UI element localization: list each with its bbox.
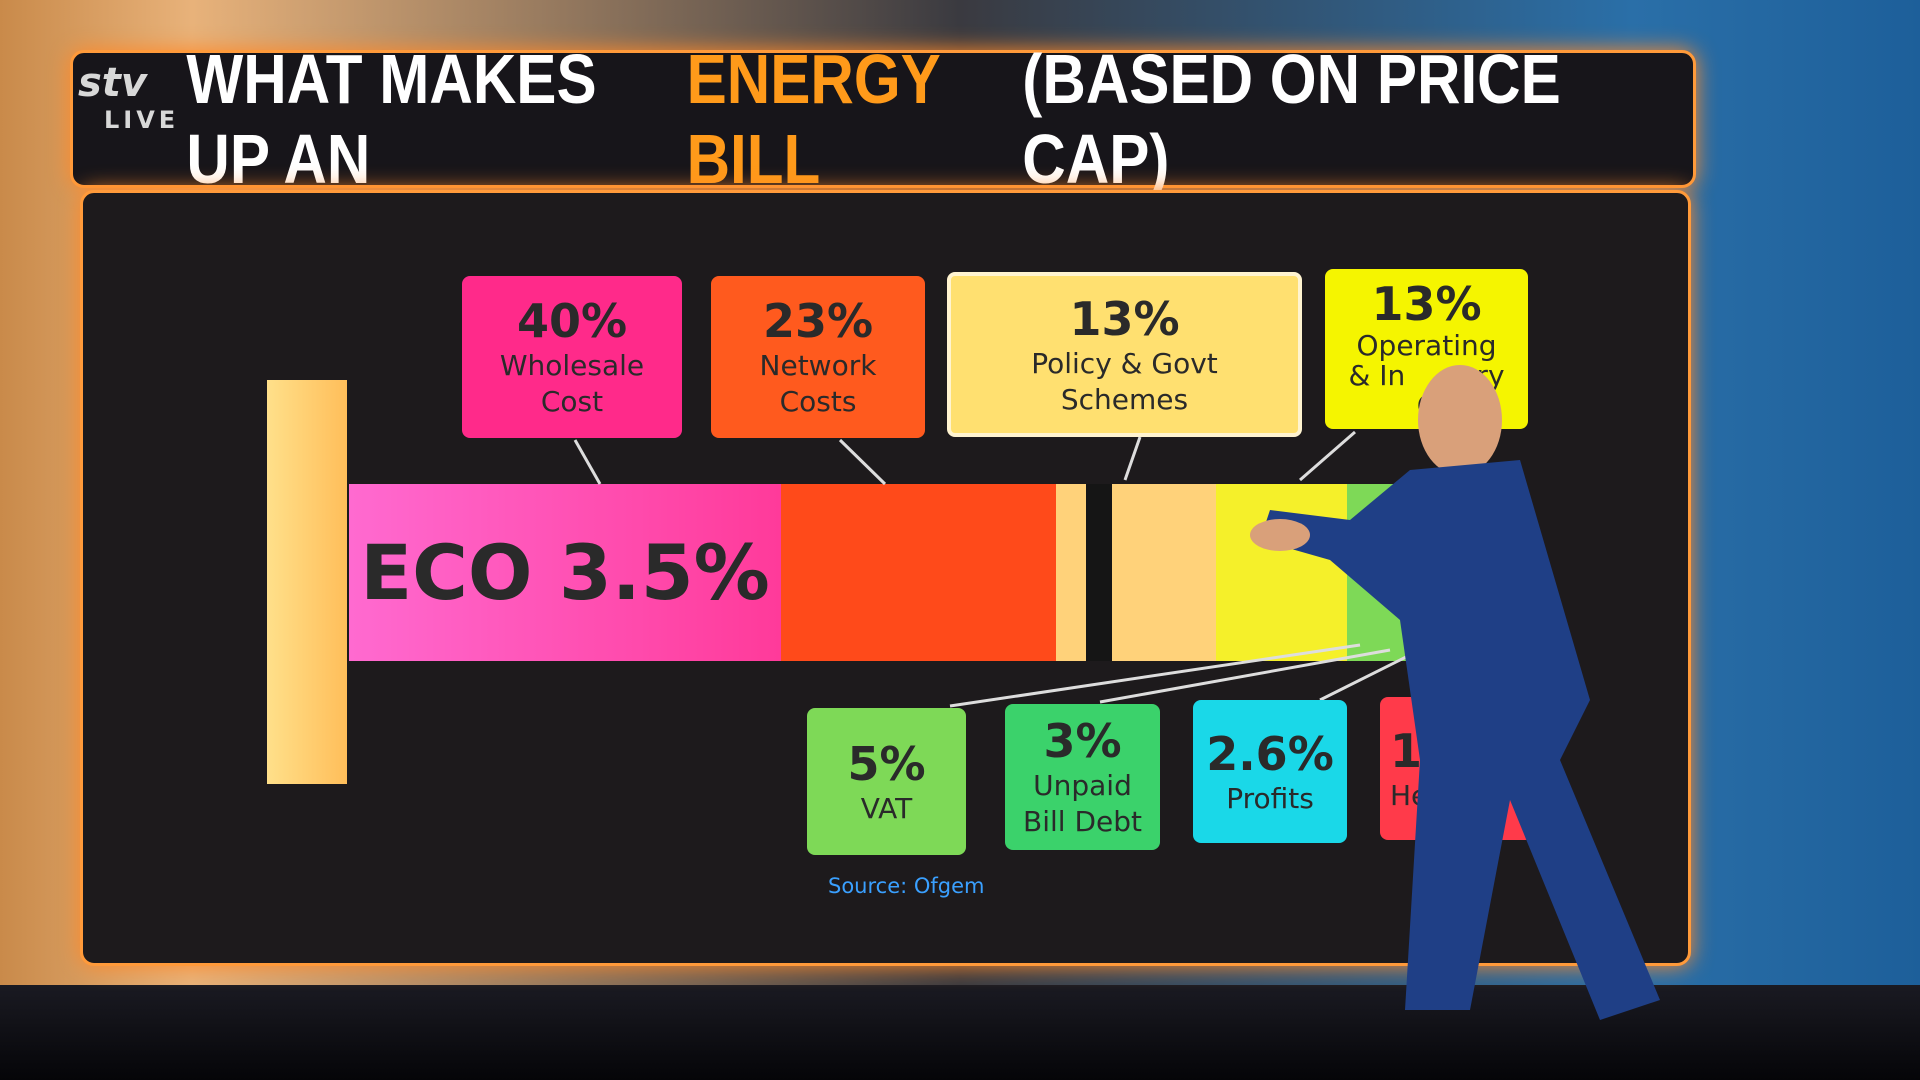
- logo-brand: stv: [78, 60, 148, 106]
- label: Operating: [1356, 329, 1497, 362]
- percent: 23%: [762, 294, 874, 348]
- head: [1418, 365, 1502, 475]
- side-bar: [267, 380, 347, 784]
- title-panel: WHAT MAKES UP AN ENERGY BILL (BASED ON P…: [70, 40, 1696, 198]
- percent: 2.6%: [1206, 726, 1334, 781]
- label-box: 5% VAT: [807, 708, 966, 855]
- suit: [1260, 460, 1660, 1020]
- connector-lines: [573, 430, 1411, 708]
- label-box: 40% Wholesale Cost: [462, 276, 682, 438]
- label: Costs: [779, 385, 857, 418]
- connector: [1099, 648, 1391, 704]
- title-text: (BASED ON PRICE CAP): [1022, 40, 1561, 198]
- logo-status: LIVE: [104, 106, 180, 134]
- label: Schemes: [1060, 382, 1189, 416]
- label: Wholesale: [499, 349, 645, 382]
- channel-logo: stv LIVE: [78, 60, 179, 134]
- percent: 5%: [847, 736, 926, 791]
- percent: 13%: [1069, 291, 1180, 346]
- bar-divider: [1086, 484, 1112, 661]
- label-box: 2.6% Profits: [1193, 700, 1347, 843]
- bar-label: ECO 3.5%: [360, 528, 770, 617]
- bar-segment: [1056, 484, 1216, 661]
- label: Cost: [540, 385, 604, 418]
- label: Unpaid: [1033, 769, 1132, 802]
- bar-segment: [781, 484, 1056, 661]
- connector: [573, 439, 602, 485]
- percent: 3%: [1043, 714, 1122, 768]
- percent: 40%: [516, 294, 628, 348]
- source: Source: Ofgem: [828, 874, 985, 898]
- label-box: 13% Policy & Govt Schemes: [947, 272, 1302, 437]
- connector: [1123, 436, 1142, 481]
- label: Bill Debt: [1023, 805, 1142, 838]
- title: WHAT MAKES UP AN ENERGY BILL (BASED ON P…: [186, 40, 1579, 198]
- connector: [949, 643, 1361, 708]
- label: Profits: [1226, 781, 1314, 815]
- title-text: WHAT MAKES UP AN: [186, 40, 597, 198]
- percent: 13%: [1371, 277, 1482, 331]
- label: Network: [759, 349, 877, 382]
- hand: [1250, 519, 1310, 551]
- label: Policy & Govt: [1031, 346, 1218, 380]
- connector: [1299, 430, 1356, 482]
- connector: [838, 438, 887, 486]
- bar-segment: ECO 3.5%: [349, 484, 781, 661]
- label-box: 23% Network Costs: [711, 276, 925, 438]
- connector: [1319, 653, 1411, 702]
- label: VAT: [860, 791, 913, 825]
- title-highlight: ENERGY BILL: [686, 40, 940, 198]
- label-box: 3% Unpaid Bill Debt: [1005, 704, 1160, 850]
